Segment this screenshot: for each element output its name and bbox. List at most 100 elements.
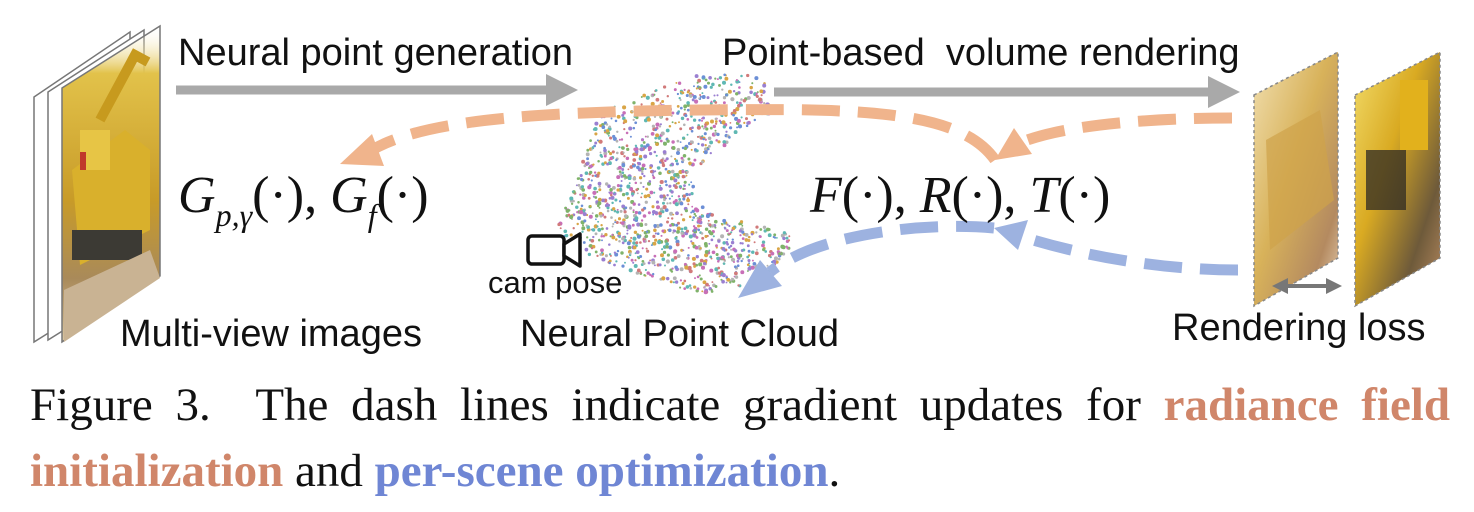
point-cloud-dot — [625, 144, 629, 148]
point-cloud-dot — [641, 163, 646, 168]
point-cloud-dot — [634, 210, 639, 215]
point-cloud-dot — [633, 230, 638, 235]
point-cloud-dot — [584, 247, 589, 252]
point-cloud-dot — [718, 76, 723, 80]
point-cloud-dot — [577, 216, 581, 221]
point-cloud-dot — [598, 185, 601, 188]
point-cloud-dot — [707, 222, 710, 225]
point-cloud-dot — [698, 87, 702, 91]
point-cloud-dot — [643, 154, 648, 159]
point-cloud-dot — [699, 258, 704, 263]
point-cloud-dot — [618, 200, 622, 203]
point-cloud-dot — [597, 238, 601, 242]
point-cloud-dot — [667, 217, 670, 220]
point-cloud-dot — [599, 253, 603, 256]
point-cloud-dot — [652, 234, 656, 238]
point-cloud-dot — [623, 119, 628, 124]
point-cloud-dot — [696, 287, 700, 291]
point-cloud-dot — [764, 250, 768, 253]
point-cloud-dot — [725, 93, 728, 97]
point-cloud-dot — [594, 174, 597, 178]
point-cloud-dot — [653, 264, 656, 267]
point-cloud-dot — [586, 236, 589, 239]
point-cloud-dot — [645, 247, 648, 250]
point-cloud-dot — [660, 253, 664, 258]
point-cloud-dot — [665, 276, 670, 281]
point-cloud-dot — [683, 180, 687, 184]
point-cloud-dot — [645, 187, 649, 191]
point-cloud-dot — [647, 145, 653, 151]
point-cloud-dot — [683, 184, 686, 187]
point-cloud-dot — [736, 264, 740, 268]
point-cloud-dot — [680, 227, 684, 231]
point-cloud-dot — [711, 281, 714, 284]
point-cloud-dot — [701, 135, 704, 138]
point-cloud-dot — [735, 92, 739, 96]
point-cloud-dot — [704, 78, 708, 82]
point-cloud-dot — [620, 138, 624, 141]
point-cloud-dot — [589, 139, 592, 142]
point-cloud-dot — [732, 89, 736, 93]
point-cloud-dot — [626, 184, 631, 189]
point-cloud-dot — [619, 184, 623, 188]
dashed-arrow-radiance-init-left — [340, 104, 1000, 166]
point-cloud-dot — [691, 209, 695, 213]
point-cloud-dot — [586, 148, 590, 152]
point-cloud-dot — [749, 90, 753, 95]
point-cloud-dot — [703, 84, 708, 89]
point-cloud-dot — [636, 165, 640, 170]
point-cloud-dot — [708, 284, 711, 287]
point-cloud-dot — [652, 176, 656, 180]
point-cloud-dot — [589, 205, 592, 208]
point-cloud-dot — [706, 214, 710, 218]
point-cloud-dot — [691, 126, 694, 130]
point-cloud-dot — [683, 226, 688, 231]
point-cloud-dot — [672, 229, 676, 232]
point-cloud-dot — [745, 124, 749, 128]
point-cloud-dot — [695, 149, 699, 153]
point-cloud-dot — [679, 201, 684, 206]
point-cloud-dot — [651, 260, 656, 265]
point-cloud-dot — [596, 254, 599, 258]
point-cloud-dot — [612, 186, 616, 190]
point-cloud-dot — [722, 140, 727, 144]
point-cloud-dot — [630, 192, 635, 196]
point-cloud-dot — [632, 118, 635, 122]
point-cloud-dot — [634, 181, 638, 185]
caption-radiance-field-initialization: radiance field initialization — [30, 379, 1451, 497]
point-cloud-dot — [623, 210, 627, 214]
point-cloud-dot — [721, 88, 724, 91]
point-cloud-dot — [650, 101, 655, 106]
point-cloud-dot — [673, 255, 678, 260]
point-cloud-dot — [691, 98, 695, 102]
point-cloud-dot — [659, 123, 662, 126]
label-point-based-volume-rendering: Point-based volume rendering — [722, 32, 1240, 74]
point-cloud-dot — [746, 255, 750, 259]
point-cloud-dot — [596, 225, 599, 228]
point-cloud-dot — [668, 184, 672, 188]
point-cloud-dot — [620, 180, 623, 182]
point-cloud-dot — [731, 277, 733, 280]
point-cloud-dot — [707, 144, 711, 148]
point-cloud-dot — [611, 235, 616, 240]
point-cloud-dot — [612, 134, 616, 139]
point-cloud-dot — [736, 126, 739, 129]
point-cloud-dot — [634, 216, 639, 221]
point-cloud-dot — [704, 227, 709, 231]
point-cloud-dot — [597, 181, 602, 186]
point-cloud-dot — [741, 237, 745, 240]
point-cloud-dot — [650, 132, 655, 136]
point-cloud-dot — [579, 193, 582, 196]
point-cloud-dot — [609, 156, 613, 161]
point-cloud-dot — [611, 150, 615, 154]
point-cloud-dot — [661, 210, 665, 214]
point-cloud-dot — [673, 178, 678, 183]
point-cloud-dot — [605, 123, 609, 126]
point-cloud-dot — [674, 159, 679, 163]
point-cloud-dot — [759, 228, 763, 231]
point-cloud-dot — [615, 158, 618, 162]
point-cloud-dot — [686, 90, 690, 94]
point-cloud-dot — [608, 261, 611, 265]
point-cloud-dot — [671, 146, 676, 150]
point-cloud-dot — [685, 192, 689, 197]
